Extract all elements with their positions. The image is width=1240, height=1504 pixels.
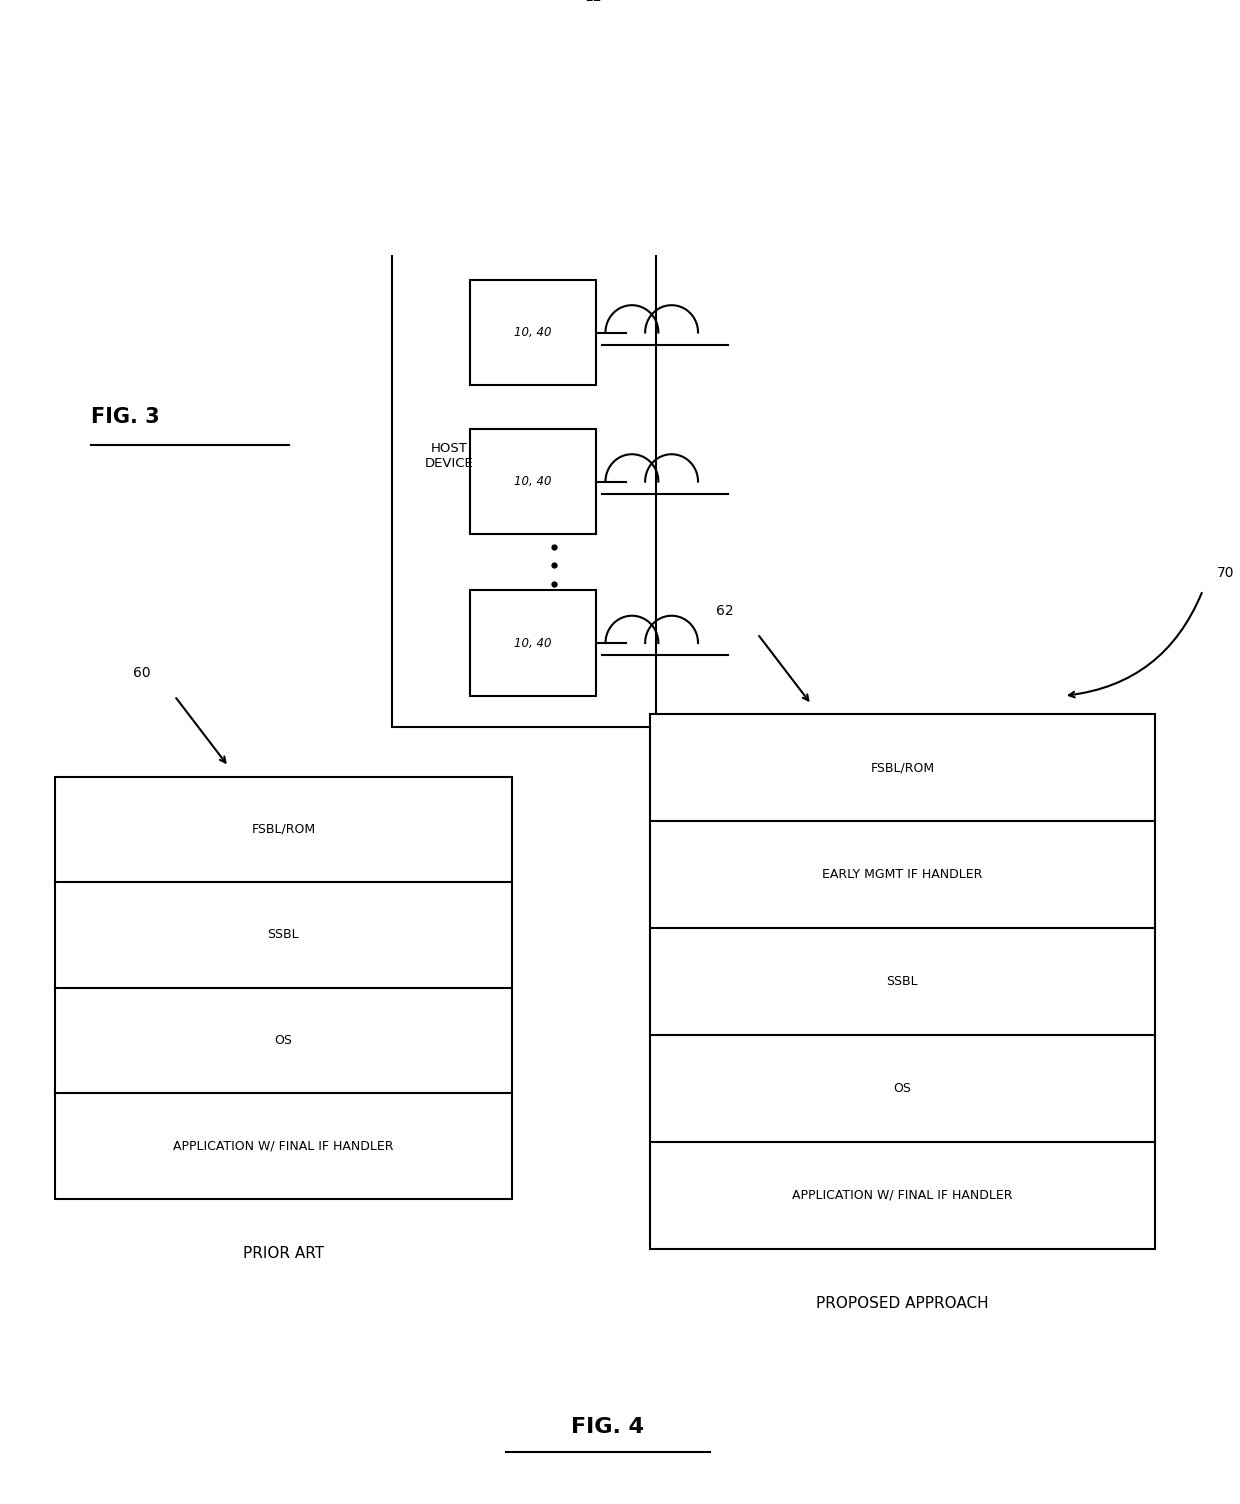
Text: 12: 12 — [584, 0, 603, 5]
Text: APPLICATION W/ FINAL IF HANDLER: APPLICATION W/ FINAL IF HANDLER — [174, 1140, 393, 1152]
Bar — [392, 81, 656, 726]
Text: FSBL/ROM: FSBL/ROM — [252, 823, 315, 836]
Text: 70: 70 — [1218, 567, 1235, 581]
Bar — [470, 429, 596, 534]
Text: APPLICATION W/ FINAL IF HANDLER: APPLICATION W/ FINAL IF HANDLER — [792, 1188, 1013, 1202]
Text: SSBL: SSBL — [887, 975, 918, 988]
Text: FIG. 4: FIG. 4 — [572, 1417, 645, 1438]
Bar — [470, 590, 596, 696]
Bar — [650, 714, 1154, 1248]
Text: OS: OS — [274, 1035, 293, 1047]
Text: FSBL/ROM: FSBL/ROM — [870, 761, 935, 775]
Text: 10, 40: 10, 40 — [515, 636, 552, 650]
Text: 10, 40: 10, 40 — [515, 326, 552, 338]
Text: OS: OS — [893, 1081, 911, 1095]
Text: PROPOSED APPROACH: PROPOSED APPROACH — [816, 1296, 988, 1311]
Text: PRIOR ART: PRIOR ART — [243, 1247, 324, 1262]
Bar — [55, 776, 512, 1199]
Text: SSBL: SSBL — [268, 928, 299, 942]
Bar — [470, 280, 596, 385]
Text: EARLY MGMT IF HANDLER: EARLY MGMT IF HANDLER — [822, 868, 982, 881]
Text: 60: 60 — [133, 666, 150, 680]
Text: 10, 40: 10, 40 — [515, 475, 552, 489]
Text: 62: 62 — [715, 603, 733, 618]
Text: HOST
DEVICE: HOST DEVICE — [425, 442, 474, 469]
Text: FIG. 3: FIG. 3 — [91, 408, 160, 427]
